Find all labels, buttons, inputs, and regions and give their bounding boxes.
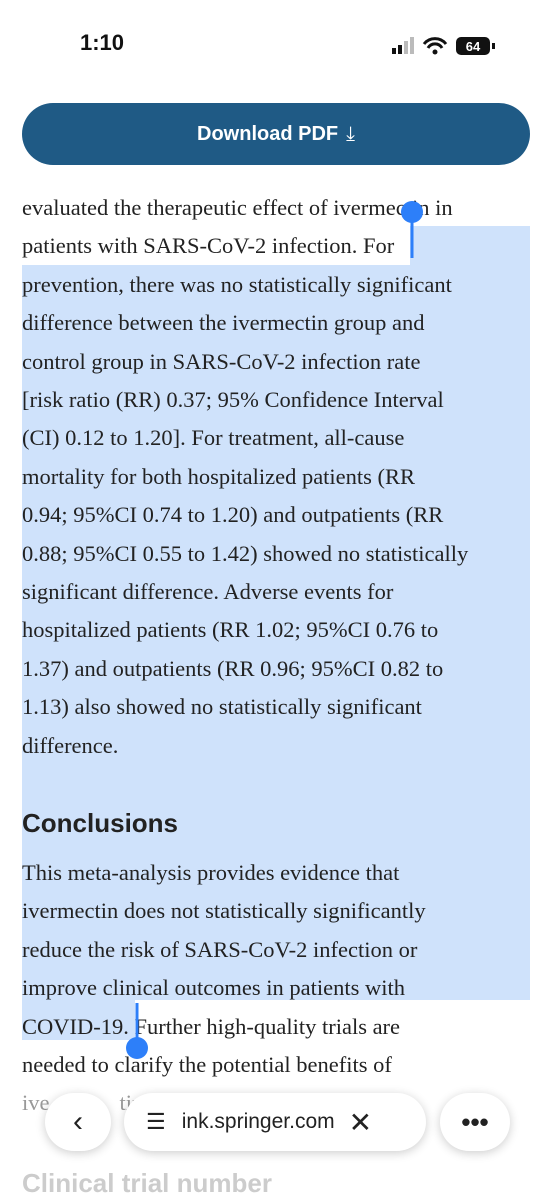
close-button[interactable]: ✕ [348, 1106, 373, 1138]
tabs-icon: ☰ [146, 1109, 166, 1134]
text-line: 1.37) and outpatients (RR 0.96; 95%CI 0.… [22, 655, 444, 681]
selection [410, 226, 530, 265]
text-line: patients with SARS-CoV-2 infection. For [22, 233, 395, 259]
text-line: (CI) 0.12 to 1.20]. For treatment, all-c… [22, 425, 405, 451]
text-line: improve clinical outcomes in patients wi… [22, 975, 406, 1001]
url: ink.springer.com [181, 1110, 335, 1133]
text-line: control group in SARS-CoV-2 infection ra… [22, 348, 421, 374]
next-heading: Clinical trial number [22, 1168, 272, 1198]
text-line: hospitalized patients (RR 1.02; 95%CI 0.… [22, 617, 439, 643]
status-time: 1:10 [80, 30, 125, 55]
selection [22, 1000, 135, 1040]
text-line: 0.94; 95%CI 0.74 to 1.20) and outpatient… [22, 502, 444, 528]
back-button[interactable]: ‹ [45, 1093, 111, 1151]
text-line: [risk ratio (RR) 0.37; 95% Confidence In… [22, 387, 444, 412]
battery: 64 [466, 39, 481, 54]
text-line: difference between the ivermectin group … [22, 310, 425, 336]
download-pdf-button[interactable]: Download PDF ⤓ [22, 103, 530, 165]
text-line: prevention, there was no statistically s… [22, 271, 452, 297]
more-button[interactable]: ••• [440, 1093, 510, 1151]
selection [22, 265, 530, 1000]
text-line: This meta-analysis provides evidence tha… [22, 860, 400, 885]
text-line: needed to clarify the potential benefits… [22, 1052, 392, 1077]
top-area: 1:10 64 Download PDF ⤓ [0, 0, 552, 185]
text-line: 0.88; 95%CI 0.55 to 1.42) showed no stat… [22, 540, 469, 566]
text-line: significant difference. Adverse events f… [22, 579, 394, 604]
text-line: ivermectin does not statistically signif… [22, 898, 426, 924]
url-bar[interactable]: ☰ ink.springer.com ✕ [124, 1093, 426, 1151]
text-line: COVID-19. Further high-quality trials ar… [22, 1013, 401, 1039]
section-heading: Conclusions [22, 808, 179, 838]
status-icons: 64 [392, 37, 495, 55]
text-line: difference. [22, 732, 119, 758]
cut-line: ive tir [22, 1090, 140, 1115]
text-line: reduce the risk of SARS-CoV-2 infection … [22, 936, 418, 962]
text-line: 1.13) also showed no statistically signi… [22, 694, 422, 720]
text-line: evaluated the therapeutic effect of iver… [22, 195, 453, 220]
text-line: mortality for both hospitalized patients… [22, 463, 416, 489]
